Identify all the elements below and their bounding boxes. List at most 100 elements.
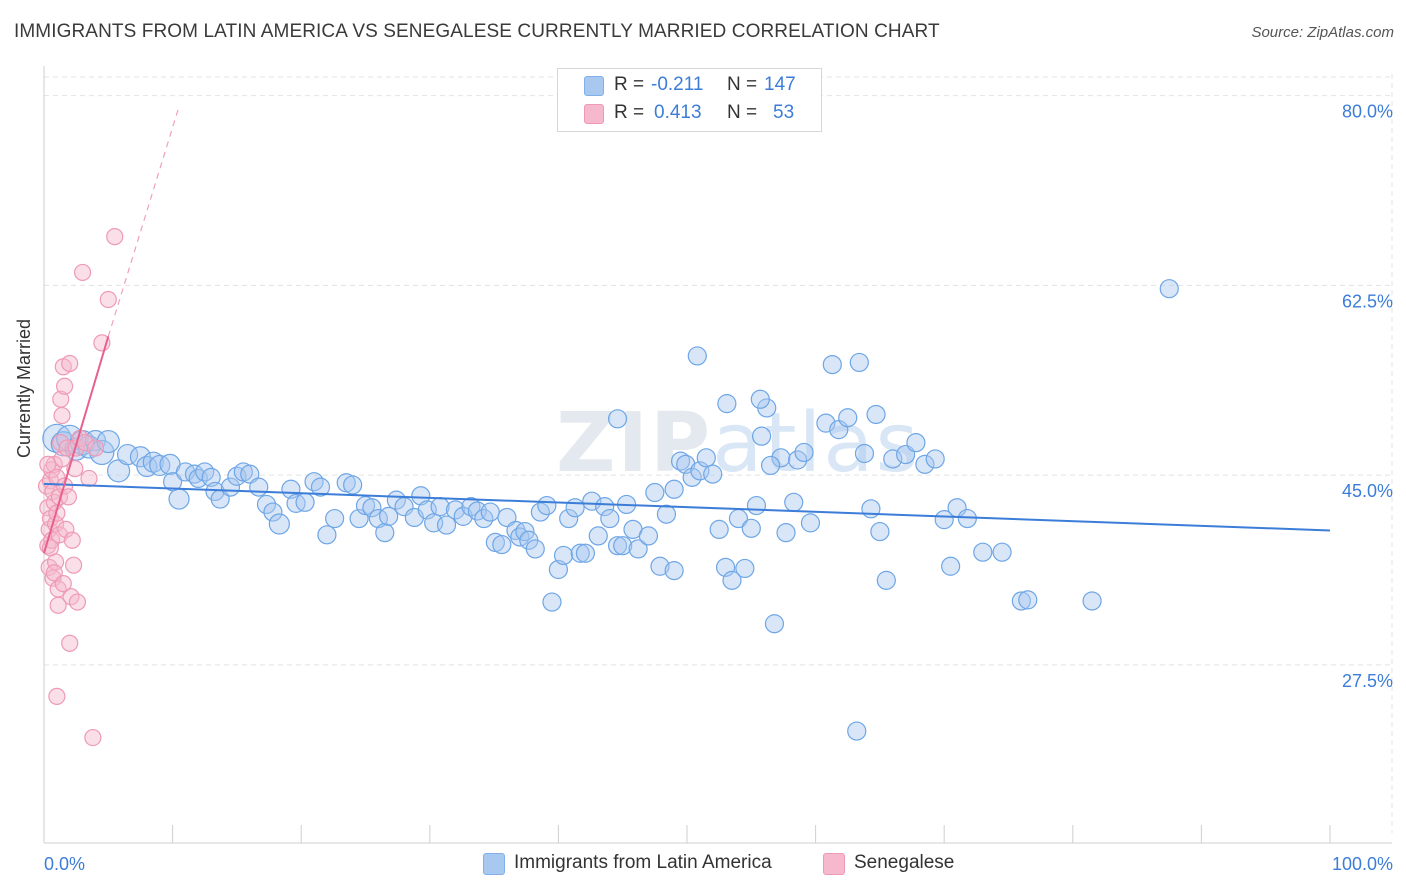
data-point-latin-america <box>565 498 585 518</box>
data-point-latin-america <box>379 506 399 526</box>
data-point-latin-america <box>847 721 867 741</box>
data-point-latin-america <box>548 559 569 580</box>
data-point-latin-america <box>497 507 517 528</box>
data-point-latin-america <box>866 404 886 425</box>
data-point-latin-america <box>992 542 1012 562</box>
data-point-latin-america <box>628 539 648 559</box>
data-point-latin-america <box>876 570 896 590</box>
data-point-latin-america <box>735 558 755 579</box>
data-point-latin-america <box>822 354 842 375</box>
data-point-latin-america <box>201 467 221 487</box>
data-point-latin-america <box>973 542 993 562</box>
series-latin-america-points <box>42 279 1179 741</box>
legend-swatch-blue <box>483 853 505 875</box>
data-point-latin-america <box>794 442 814 463</box>
data-point-latin-america <box>915 454 935 474</box>
data-point-latin-america <box>595 497 615 517</box>
data-point-latin-america <box>600 508 620 529</box>
data-point-latin-america <box>263 502 283 522</box>
data-point-latin-america <box>800 513 821 533</box>
data-point-latin-america <box>849 352 869 373</box>
data-point-latin-america <box>906 433 926 453</box>
data-point-senegalese <box>68 593 87 611</box>
data-point-latin-america <box>670 451 691 471</box>
data-point-senegalese <box>73 263 92 282</box>
data-point-latin-america <box>784 492 804 512</box>
data-point-latin-america <box>870 521 890 542</box>
data-point-senegalese <box>61 354 79 373</box>
axes <box>43 66 1392 844</box>
legend-r-value: -0.211 <box>651 74 704 95</box>
data-point-latin-america <box>453 506 473 526</box>
data-point-latin-america <box>116 443 139 466</box>
data-point-latin-america <box>934 510 954 530</box>
data-point-latin-america <box>722 570 742 590</box>
data-point-latin-america <box>696 448 716 468</box>
tick-labels: 27.5% 45.0% 62.5% 80.0% 0.0% 100.0% <box>44 102 1393 874</box>
data-point-latin-america <box>295 492 315 512</box>
data-point-senegalese <box>48 687 66 705</box>
data-point-latin-america <box>941 556 961 576</box>
data-point-latin-america <box>542 592 562 612</box>
data-point-latin-america <box>362 498 382 518</box>
grid-lines <box>44 74 1393 833</box>
data-point-latin-america <box>325 508 345 529</box>
data-point-latin-america <box>1011 591 1031 611</box>
y-tick-label: 45.0% <box>1342 481 1393 501</box>
data-point-latin-america <box>480 502 500 522</box>
data-point-senegalese <box>61 634 79 652</box>
legend-swatch-blue <box>584 76 604 96</box>
data-point-latin-america <box>570 543 590 563</box>
data-point-senegalese <box>44 569 62 587</box>
data-point-senegalese <box>55 377 74 395</box>
data-point-senegalese <box>84 728 102 747</box>
data-point-senegalese <box>39 455 57 473</box>
data-point-senegalese <box>64 556 83 574</box>
data-point-latin-america <box>883 449 903 469</box>
data-point-latin-america <box>656 504 677 524</box>
data-point-latin-america <box>650 556 670 576</box>
data-point-latin-america <box>1082 591 1102 611</box>
data-point-senegalese <box>54 575 72 593</box>
chart-title: IMMIGRANTS FROM LATIN AMERICA VS SENEGAL… <box>14 21 940 42</box>
data-point-latin-america <box>1018 590 1038 610</box>
data-point-latin-america <box>492 534 512 555</box>
data-point-latin-america <box>664 561 684 581</box>
data-point-latin-america <box>838 408 858 428</box>
data-point-latin-america <box>682 467 702 487</box>
data-point-senegalese <box>50 488 69 506</box>
data-point-senegalese <box>99 290 117 309</box>
x-tick-label: 0.0% <box>44 854 85 874</box>
data-point-latin-america <box>764 614 785 634</box>
data-point-latin-america <box>751 426 772 446</box>
data-point-latin-america <box>741 518 761 538</box>
legend-swatch-pink <box>823 853 845 875</box>
trend-line-latin-america <box>43 482 1331 532</box>
x-tick-label: 100.0% <box>1332 854 1393 874</box>
trend-lines <box>43 106 1331 554</box>
data-point-latin-america <box>771 448 791 468</box>
trend-line-senegalese-extension <box>107 106 180 337</box>
y-tick-label: 62.5% <box>1342 291 1393 311</box>
data-point-latin-america <box>746 495 767 516</box>
data-point-senegalese <box>106 228 124 246</box>
y-tick-label: 80.0% <box>1342 102 1393 122</box>
legend-n-value: 147 <box>764 74 796 95</box>
data-point-senegalese <box>80 469 98 488</box>
data-point-latin-america <box>142 451 164 473</box>
legend-swatch-pink <box>584 104 604 124</box>
legend-r-label: R = <box>614 102 645 123</box>
data-point-latin-america <box>717 394 737 414</box>
correlation-legend: R = -0.211 N = 147 R = 0.413 N = 53 <box>557 68 822 132</box>
data-point-latin-america <box>310 477 331 497</box>
data-point-latin-america <box>256 494 277 515</box>
data-point-senegalese <box>63 531 81 549</box>
data-point-latin-america <box>613 536 633 556</box>
data-point-latin-america <box>317 525 337 545</box>
y-tick-label: 27.5% <box>1342 671 1393 691</box>
legend-n-value: 53 <box>773 102 795 123</box>
data-point-latin-america <box>537 495 557 516</box>
legend-n-label: N = <box>727 74 758 95</box>
data-point-senegalese <box>53 406 71 425</box>
